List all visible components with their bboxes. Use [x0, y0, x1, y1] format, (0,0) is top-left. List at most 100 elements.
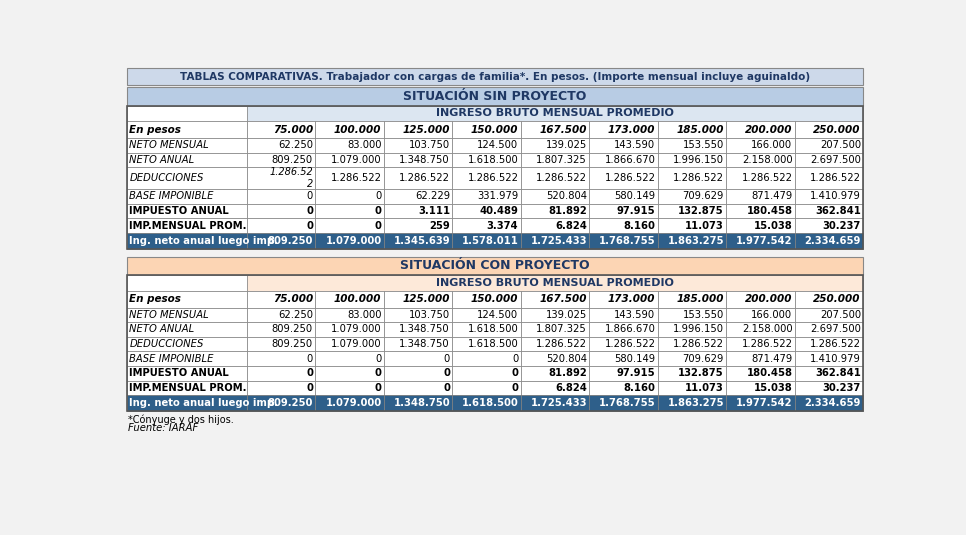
- Bar: [315, 204, 384, 218]
- Text: 809.250: 809.250: [268, 236, 313, 246]
- Bar: [384, 291, 452, 308]
- Bar: [521, 153, 589, 167]
- Bar: [452, 366, 521, 381]
- Text: 0: 0: [375, 191, 382, 201]
- Text: 2.334.659: 2.334.659: [805, 399, 861, 408]
- Bar: [127, 257, 864, 275]
- Bar: [726, 233, 795, 249]
- Bar: [726, 153, 795, 167]
- Bar: [658, 337, 726, 351]
- Text: 1.348.750: 1.348.750: [399, 155, 450, 165]
- Bar: [589, 204, 658, 218]
- Text: 0: 0: [375, 220, 382, 231]
- Text: 97.915: 97.915: [616, 206, 655, 216]
- Bar: [384, 204, 452, 218]
- Bar: [521, 395, 589, 411]
- Bar: [589, 337, 658, 351]
- Text: 250.000: 250.000: [813, 125, 861, 135]
- Bar: [452, 322, 521, 337]
- Bar: [246, 218, 315, 233]
- Text: 166.000: 166.000: [752, 140, 792, 150]
- Bar: [795, 337, 864, 351]
- Bar: [127, 106, 864, 249]
- Text: IMPUESTO ANUAL: IMPUESTO ANUAL: [129, 369, 229, 378]
- Bar: [726, 366, 795, 381]
- Bar: [127, 204, 246, 218]
- Bar: [246, 395, 315, 411]
- Text: 0: 0: [443, 369, 450, 378]
- Bar: [246, 291, 315, 308]
- Text: 1.807.325: 1.807.325: [536, 155, 587, 165]
- Text: 139.025: 139.025: [546, 310, 587, 320]
- Text: 180.458: 180.458: [747, 369, 792, 378]
- Text: DEDUCCIONES: DEDUCCIONES: [129, 173, 204, 183]
- Bar: [384, 233, 452, 249]
- Text: BASE IMPONIBLE: BASE IMPONIBLE: [129, 354, 213, 364]
- Bar: [452, 167, 521, 189]
- Bar: [521, 189, 589, 204]
- Text: 0: 0: [307, 191, 313, 201]
- Bar: [521, 381, 589, 395]
- Text: 1.286.522: 1.286.522: [536, 339, 587, 349]
- Bar: [246, 233, 315, 249]
- Text: *Cónyuge y dos hijos.: *Cónyuge y dos hijos.: [128, 415, 234, 425]
- Text: 1.863.275: 1.863.275: [668, 236, 724, 246]
- Bar: [589, 381, 658, 395]
- Bar: [658, 121, 726, 138]
- Text: 75.000: 75.000: [272, 125, 313, 135]
- Bar: [726, 351, 795, 366]
- Bar: [658, 322, 726, 337]
- Bar: [589, 308, 658, 322]
- Bar: [521, 138, 589, 153]
- Text: NETO ANUAL: NETO ANUAL: [129, 155, 194, 165]
- Text: 62.229: 62.229: [414, 191, 450, 201]
- Text: 6.824: 6.824: [555, 383, 587, 393]
- Bar: [726, 395, 795, 411]
- Bar: [726, 138, 795, 153]
- Text: BASE IMPONIBLE: BASE IMPONIBLE: [129, 191, 213, 201]
- Bar: [795, 381, 864, 395]
- Text: DEDUCCIONES: DEDUCCIONES: [129, 339, 204, 349]
- Bar: [246, 153, 315, 167]
- Text: 125.000: 125.000: [403, 125, 450, 135]
- Bar: [246, 351, 315, 366]
- Text: 2.334.659: 2.334.659: [805, 236, 861, 246]
- Bar: [521, 351, 589, 366]
- Bar: [726, 381, 795, 395]
- Bar: [384, 121, 452, 138]
- Text: 11.073: 11.073: [685, 220, 724, 231]
- Bar: [795, 395, 864, 411]
- Text: 2.697.500: 2.697.500: [810, 155, 861, 165]
- Bar: [658, 138, 726, 153]
- Bar: [521, 308, 589, 322]
- Text: 809.250: 809.250: [268, 399, 313, 408]
- Bar: [452, 233, 521, 249]
- Bar: [589, 121, 658, 138]
- Bar: [452, 381, 521, 395]
- Text: 1.977.542: 1.977.542: [736, 236, 792, 246]
- Text: 81.892: 81.892: [548, 369, 587, 378]
- Bar: [452, 121, 521, 138]
- Text: 1.348.750: 1.348.750: [399, 324, 450, 334]
- Text: 1.768.755: 1.768.755: [599, 399, 655, 408]
- Text: IMPUESTO ANUAL: IMPUESTO ANUAL: [129, 206, 229, 216]
- Bar: [315, 351, 384, 366]
- Bar: [795, 322, 864, 337]
- Text: 180.458: 180.458: [747, 206, 792, 216]
- Bar: [658, 189, 726, 204]
- Bar: [127, 189, 246, 204]
- Bar: [384, 153, 452, 167]
- Bar: [246, 121, 315, 138]
- Bar: [521, 218, 589, 233]
- Bar: [452, 218, 521, 233]
- Text: 362.841: 362.841: [815, 369, 861, 378]
- Text: 0: 0: [512, 354, 519, 364]
- Bar: [127, 218, 246, 233]
- Text: 143.590: 143.590: [614, 310, 655, 320]
- Bar: [246, 189, 315, 204]
- Bar: [658, 351, 726, 366]
- Bar: [589, 167, 658, 189]
- Bar: [127, 337, 246, 351]
- Bar: [658, 204, 726, 218]
- Text: 75.000: 75.000: [272, 294, 313, 304]
